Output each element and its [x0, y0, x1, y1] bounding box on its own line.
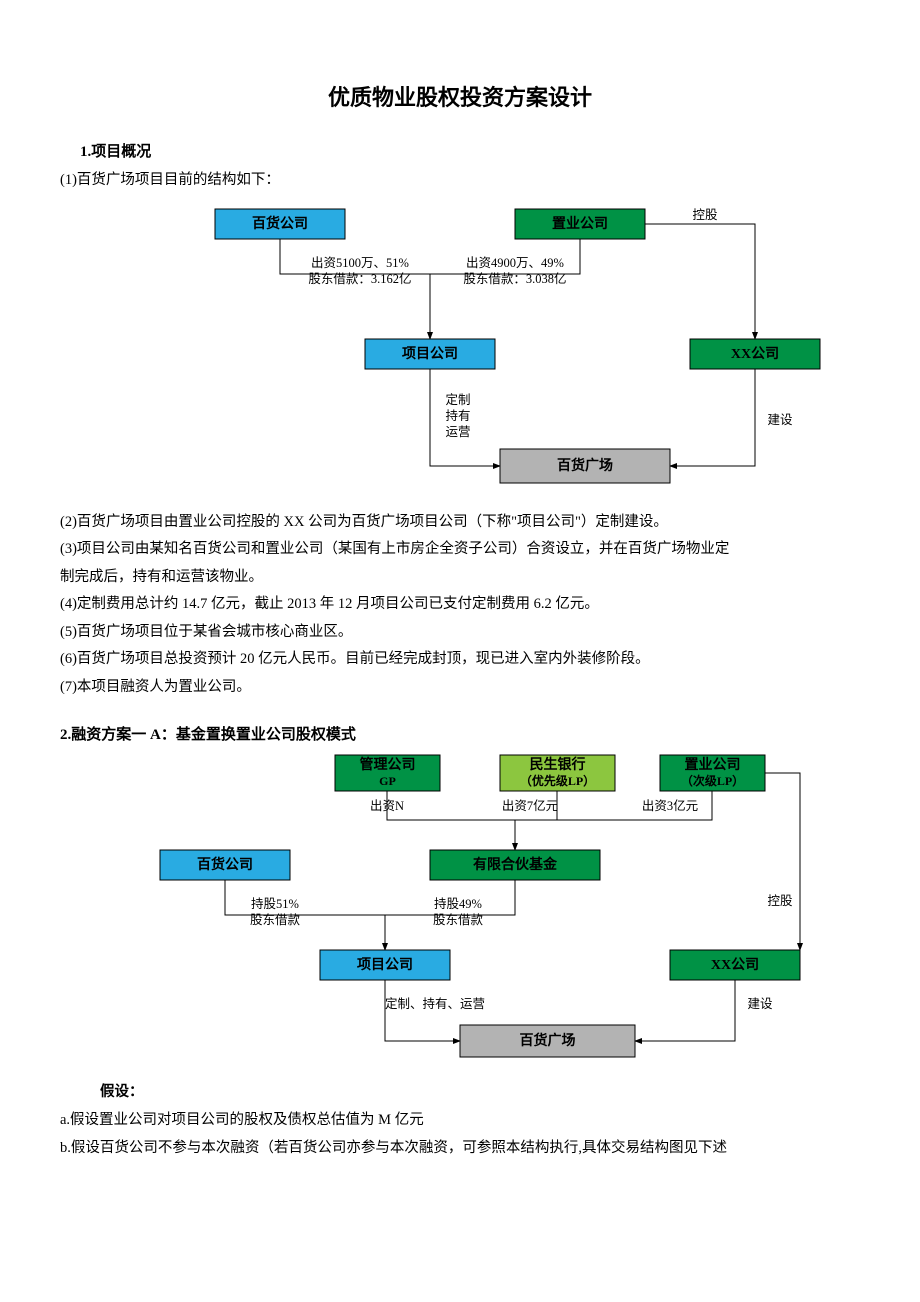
svg-text:置业公司: 置业公司: [552, 215, 608, 232]
svg-text:运营: 运营: [445, 425, 470, 439]
svg-text:定制: 定制: [445, 392, 470, 407]
assume-a: a.假设置业公司对项目公司的股权及债权总估值为 M 亿元: [60, 1107, 860, 1135]
diagram-1: 出资5100万、51%股东借款：3.162亿 出资4900万、49%股东借款：3.…: [60, 199, 860, 499]
svg-text:股东借款：3.162亿: 股东借款：3.162亿: [308, 271, 411, 286]
paragraph-2: (2)百货广场项目由置业公司控股的 XX 公司为百货广场项目公司（下称"项目公司…: [60, 509, 860, 537]
section-1-heading: 1.项目概况: [80, 140, 860, 161]
svg-text:出资5100万、51%: 出资5100万、51%: [311, 256, 409, 270]
svg-text:XX公司: XX公司: [711, 958, 759, 974]
svg-text:项目公司: 项目公司: [402, 346, 458, 362]
svg-text:百货广场: 百货广场: [520, 1033, 576, 1050]
svg-text:XX公司: XX公司: [731, 346, 779, 362]
svg-text:控股: 控股: [692, 208, 718, 222]
paragraph-1: (1)百货广场项目目前的结构如下：: [60, 167, 860, 195]
svg-text:建设: 建设: [767, 412, 793, 427]
page-title: 优质物业股权投资方案设计: [60, 80, 860, 112]
svg-text:建设: 建设: [747, 996, 773, 1011]
svg-text:有限合伙基金: 有限合伙基金: [473, 857, 558, 874]
svg-text:置业公司: 置业公司: [685, 757, 741, 774]
svg-text:股东借款: 股东借款: [433, 913, 484, 927]
paragraph-4: (4)定制费用总计约 14.7 亿元，截止 2013 年 12 月项目公司已支付…: [60, 591, 860, 619]
assume-heading: 假设：: [100, 1080, 860, 1101]
svg-text:出资4900万、49%: 出资4900万、49%: [466, 256, 564, 270]
svg-text:百货广场: 百货广场: [557, 457, 613, 474]
svg-text:（次级LP）: （次级LP）: [681, 773, 744, 788]
section-2-heading: 2.融资方案一 A：基金置换置业公司股权模式: [60, 723, 860, 744]
svg-text:控股: 控股: [767, 894, 793, 908]
svg-text:出资7亿元: 出资7亿元: [502, 798, 558, 813]
svg-text:（优先级LP）: （优先级LP）: [520, 773, 595, 788]
paragraph-7: (7)本项目融资人为置业公司。: [60, 674, 860, 702]
svg-text:项目公司: 项目公司: [357, 958, 413, 974]
svg-text:民生银行: 民生银行: [530, 757, 586, 774]
svg-text:股东借款: 股东借款: [250, 913, 301, 927]
page: 优质物业股权投资方案设计 1.项目概况 (1)百货广场项目目前的结构如下： 出资…: [0, 0, 920, 1202]
svg-text:百货公司: 百货公司: [252, 215, 308, 232]
svg-text:GP: GP: [379, 774, 396, 788]
svg-text:管理公司: 管理公司: [360, 757, 416, 774]
svg-text:出资N: 出资N: [370, 799, 404, 813]
paragraph-6: (6)百货广场项目总投资预计 20 亿元人民币。目前已经完成封顶，现已进入室内外…: [60, 646, 860, 674]
svg-text:股东借款：3.038亿: 股东借款：3.038亿: [463, 271, 566, 286]
svg-text:百货公司: 百货公司: [197, 857, 253, 874]
paragraph-3a: (3)项目公司由某知名百货公司和置业公司（某国有上市房企全资子公司）合资设立，并…: [60, 536, 860, 564]
paragraph-3b: 制完成后，持有和运营该物业。: [60, 564, 860, 592]
diagram-2: 出资N 出资7亿元 出资3亿元持股51% 股东借款 持股49% 股东借款定制、持有、运营 建…: [60, 750, 860, 1070]
svg-text:持有: 持有: [445, 408, 470, 423]
svg-text:定制、持有、运营: 定制、持有、运营: [385, 996, 485, 1011]
paragraph-5: (5)百货广场项目位于某省会城市核心商业区。: [60, 619, 860, 647]
svg-text:出资3亿元: 出资3亿元: [642, 798, 698, 813]
svg-text:持股49%: 持股49%: [434, 896, 482, 911]
svg-text:持股51%: 持股51%: [251, 896, 299, 911]
assume-b: b.假设百货公司不参与本次融资（若百货公司亦参与本次融资，可参照本结构执行,具体…: [60, 1135, 860, 1163]
